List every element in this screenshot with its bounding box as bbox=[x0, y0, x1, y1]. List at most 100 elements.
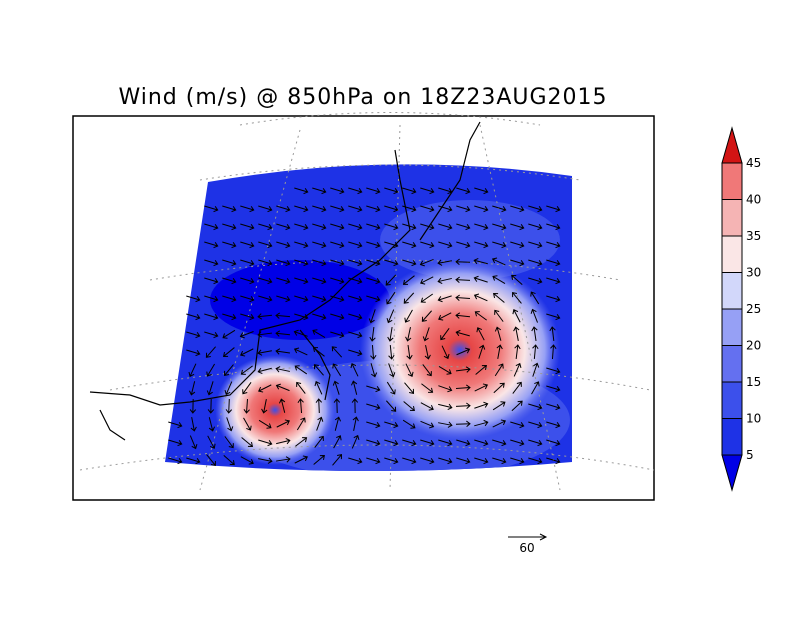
wind-arrow bbox=[207, 398, 215, 414]
wind-arrow bbox=[402, 223, 417, 231]
wind-arrow bbox=[419, 258, 434, 267]
wind-arrow bbox=[510, 205, 525, 213]
wind-arrow bbox=[384, 439, 399, 447]
wind-arrow bbox=[332, 363, 342, 377]
wind-arrow bbox=[204, 241, 219, 249]
wind-arrow bbox=[492, 419, 506, 428]
reference-vector: 60 bbox=[508, 533, 548, 555]
wind-arrow bbox=[494, 363, 504, 377]
wind-arrow bbox=[330, 187, 345, 195]
wind-arrow bbox=[168, 457, 183, 465]
wind-arrow bbox=[297, 398, 304, 414]
wind-arrow bbox=[189, 435, 198, 450]
wind-arrow bbox=[546, 223, 561, 231]
colorbar-box bbox=[721, 381, 743, 419]
wind-arrow bbox=[206, 363, 216, 377]
wind-arrow bbox=[240, 295, 255, 303]
wind-arrow bbox=[186, 349, 201, 357]
wind-arrow bbox=[348, 313, 363, 321]
wind-arrow bbox=[530, 308, 538, 323]
wind-arrow bbox=[276, 419, 290, 428]
wind-arrow bbox=[258, 384, 272, 393]
wind-arrow bbox=[257, 313, 273, 320]
wind-arrow bbox=[206, 381, 214, 396]
wind-arrow bbox=[478, 344, 486, 359]
colorbar-label: 40 bbox=[746, 193, 761, 207]
wind-arrow bbox=[222, 347, 235, 357]
wind-arrow bbox=[348, 223, 363, 231]
wind-arrow bbox=[438, 421, 453, 428]
wind-arrow bbox=[312, 223, 327, 231]
wind-arrow bbox=[330, 259, 345, 267]
wind-arrow bbox=[402, 419, 416, 429]
wind-arrow bbox=[333, 435, 342, 449]
wind-arrow bbox=[420, 187, 435, 195]
wind-arrow bbox=[225, 398, 233, 414]
wind-arrow bbox=[510, 421, 525, 429]
wind-arrow bbox=[186, 331, 201, 339]
wind-arrow bbox=[474, 383, 489, 392]
wind-arrow bbox=[492, 293, 505, 303]
wind-arrow bbox=[366, 223, 381, 231]
wind-arrow bbox=[294, 259, 309, 267]
wind-arrow bbox=[332, 380, 340, 395]
wind-arrow bbox=[422, 364, 432, 377]
wind-arrow bbox=[330, 241, 345, 249]
wind-arrow bbox=[239, 331, 254, 339]
wind-arrow bbox=[455, 258, 471, 266]
wind-arrow bbox=[455, 402, 471, 409]
wind-arrow bbox=[186, 313, 201, 321]
wind-arrow bbox=[456, 439, 471, 447]
wind-arrow bbox=[312, 313, 327, 321]
coastline bbox=[89, 121, 481, 441]
wind-arrow bbox=[189, 398, 197, 414]
wind-arrow bbox=[438, 187, 453, 195]
colorbar-box bbox=[721, 272, 743, 310]
wind-arrow bbox=[528, 403, 543, 411]
wind-arrow bbox=[348, 295, 363, 303]
wind-arrow bbox=[294, 455, 308, 464]
wind-arrow bbox=[370, 344, 377, 360]
wind-arrow bbox=[420, 205, 435, 213]
wind-arrow bbox=[366, 277, 381, 285]
wind-arrow bbox=[492, 439, 507, 447]
wind-arrow bbox=[186, 457, 201, 465]
wind-arrow bbox=[384, 241, 399, 249]
colorbar-box bbox=[721, 308, 743, 346]
wind-arrow bbox=[222, 259, 237, 267]
wind-arrow bbox=[402, 205, 417, 213]
wind-arrow bbox=[455, 312, 471, 319]
wind-arrow bbox=[402, 187, 417, 195]
wind-arrow bbox=[369, 326, 376, 342]
wind-arrow bbox=[438, 241, 453, 249]
wind-arrow bbox=[295, 437, 308, 447]
wind-arrow bbox=[314, 435, 324, 448]
wind-arrow bbox=[257, 349, 272, 356]
wind-arrow bbox=[514, 344, 521, 360]
wind-arrow bbox=[546, 241, 561, 249]
wind-arrow bbox=[528, 457, 543, 465]
wind-arrow bbox=[222, 223, 237, 231]
wind-arrow bbox=[352, 416, 359, 431]
wind-arrow bbox=[222, 241, 237, 249]
wind-arrow bbox=[258, 223, 273, 231]
wind-arrow bbox=[546, 403, 561, 411]
wind-arrow bbox=[510, 457, 525, 465]
wind-arrow bbox=[351, 398, 359, 414]
wind-arrow bbox=[278, 398, 286, 413]
wind-arrow bbox=[186, 295, 201, 303]
wind-arrow bbox=[222, 295, 237, 303]
wind-arrow bbox=[455, 366, 471, 373]
wind-arrow bbox=[204, 259, 219, 267]
wind-arrow bbox=[224, 436, 234, 449]
wind-arrow bbox=[402, 457, 417, 465]
wind-arrow bbox=[384, 205, 399, 213]
wind-arrow bbox=[333, 398, 341, 414]
wind-arrow bbox=[493, 382, 505, 394]
wind-arrow bbox=[258, 205, 273, 213]
wind-arrow bbox=[402, 439, 417, 447]
wind-arrow bbox=[455, 420, 471, 428]
wind-arrow bbox=[296, 417, 306, 431]
wind-arrow bbox=[473, 293, 488, 302]
